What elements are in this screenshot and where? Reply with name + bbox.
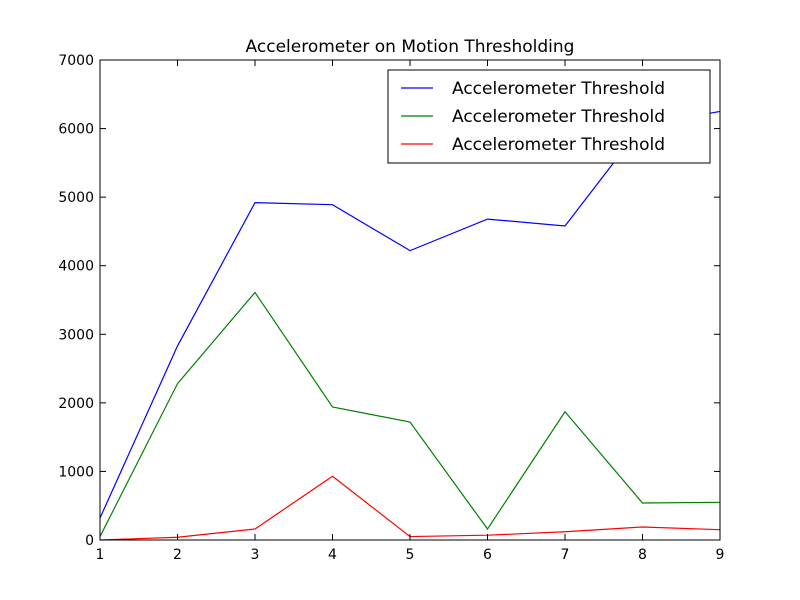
legend-label-2: Accelerometer Threshold — [452, 107, 665, 127]
legend: Accelerometer Threshold Accelerometer Thr… — [387, 69, 711, 164]
x-tick-label: 6 — [483, 547, 492, 563]
x-tick-label: 4 — [328, 547, 337, 563]
legend-box — [387, 69, 711, 164]
legend-label-3: Accelerometer Threshold — [452, 135, 665, 155]
x-tick-label: 5 — [406, 547, 415, 563]
y-tick-label: 4000 — [58, 259, 94, 275]
x-tick-label: 9 — [716, 547, 725, 563]
x-tick-label: 8 — [638, 547, 647, 563]
legend-label-1: Accelerometer Threshold — [452, 79, 665, 99]
x-tick-label: 3 — [251, 547, 260, 563]
axis-ticks: 1 2 3 4 5 6 7 8 9 0 1000 2000 3000 4000 5000 6000 7000 — [58, 53, 724, 563]
series-line-2 — [99, 291, 721, 537]
y-tick-label: 3000 — [58, 327, 94, 343]
y-tick-label: 6000 — [58, 122, 94, 138]
y-tick-label: 5000 — [58, 190, 94, 206]
x-tick-label: 1 — [96, 547, 105, 563]
y-tick-label: 0 — [85, 533, 94, 549]
x-tick-label: 7 — [561, 547, 570, 563]
y-tick-label: 1000 — [58, 464, 94, 480]
x-tick-label: 2 — [173, 547, 182, 563]
plot-frame — [99, 59, 721, 541]
y-tick-label: 2000 — [58, 396, 94, 412]
chart-title: Accelerometer on Motion Thresholding — [246, 37, 575, 57]
y-tick-label: 7000 — [58, 53, 94, 69]
